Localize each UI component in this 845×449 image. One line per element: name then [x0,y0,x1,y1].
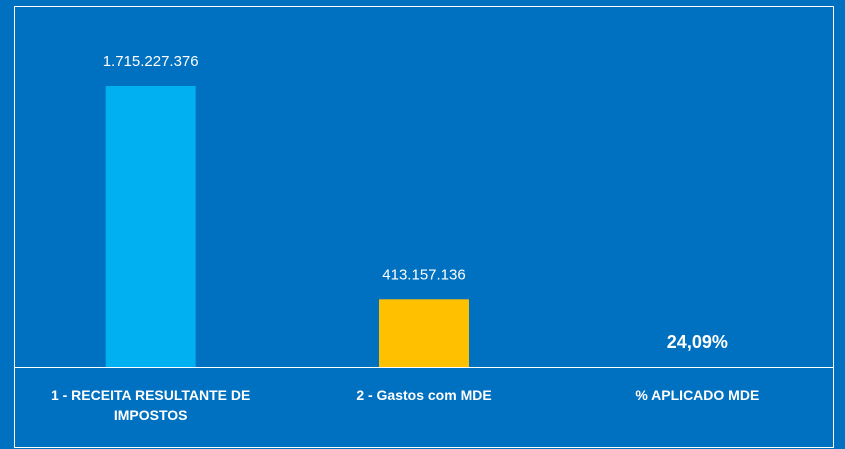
value-label: 413.157.136 [382,266,465,283]
frame [14,6,834,448]
x-tick-label: % APLICADO MDE [635,387,760,403]
x-tick-label: 2 - Gastos com MDE [356,387,492,403]
value-label: 1.715.227.376 [103,53,199,70]
bar [105,86,196,367]
x-tick-label: 1 - RECEITA RESULTANTE DE IMPOSTOS [50,387,251,423]
value-label: 24,09% [667,332,728,352]
bar [379,299,469,367]
